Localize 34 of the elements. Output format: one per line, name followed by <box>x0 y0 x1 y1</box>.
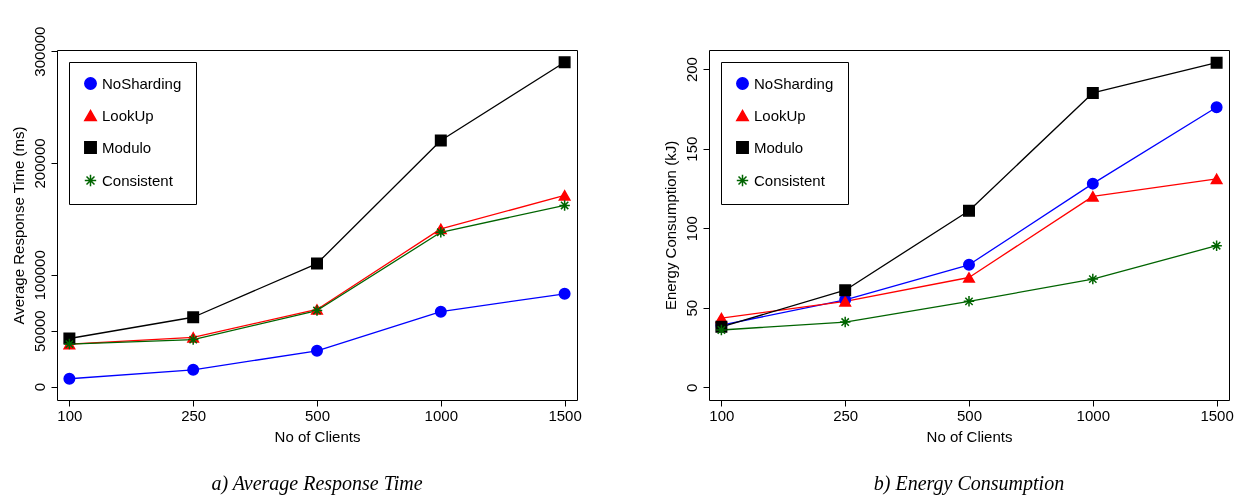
legend-label: Consistent <box>754 171 826 189</box>
x-tick-label: 100 <box>709 406 735 424</box>
legend-label: Modulo <box>102 138 152 156</box>
x-tick-label: 1000 <box>1076 406 1110 424</box>
y-tick-label: 200000 <box>30 138 48 189</box>
y-tick-label: 0 <box>30 382 48 392</box>
x-tick-label: 1500 <box>1200 406 1234 424</box>
y-tick-label: 50000 <box>30 310 48 353</box>
x-tick-label: 500 <box>304 406 331 424</box>
y-tick-label: 0 <box>682 383 700 392</box>
x-axis-title: No of Clients <box>926 427 1013 445</box>
legend-label: NoSharding <box>102 74 182 92</box>
y-tick-label: 200 <box>682 57 700 83</box>
legend-label: Consistent <box>102 171 174 189</box>
x-tick-label: 250 <box>181 406 207 424</box>
legend-label: NoSharding <box>754 74 834 92</box>
legend-label: LookUp <box>102 106 154 124</box>
legend-label: LookUp <box>754 106 806 124</box>
text: b) Energy Consumption <box>873 472 1065 495</box>
legend-label: Modulo <box>754 138 804 156</box>
y-tick-label: 150 <box>682 136 700 162</box>
y-axis-title: Average Response Time (ms) <box>9 126 27 325</box>
y-tick-label: 300000 <box>30 26 48 77</box>
x-axis-title: No of Clients <box>274 427 361 445</box>
text: a) Average Response Time <box>211 472 423 495</box>
x-tick-label: 1000 <box>424 406 458 424</box>
x-tick-label: 100 <box>57 406 83 424</box>
x-tick-label: 1500 <box>548 406 582 424</box>
x-tick-label: 500 <box>956 406 983 424</box>
y-tick-label: 50 <box>682 299 700 317</box>
y-tick-label: 100000 <box>30 250 48 301</box>
y-axis-title: Energy Consumption (kJ) <box>661 140 679 311</box>
y-tick-label: 100 <box>682 216 700 242</box>
x-tick-label: 250 <box>833 406 859 424</box>
